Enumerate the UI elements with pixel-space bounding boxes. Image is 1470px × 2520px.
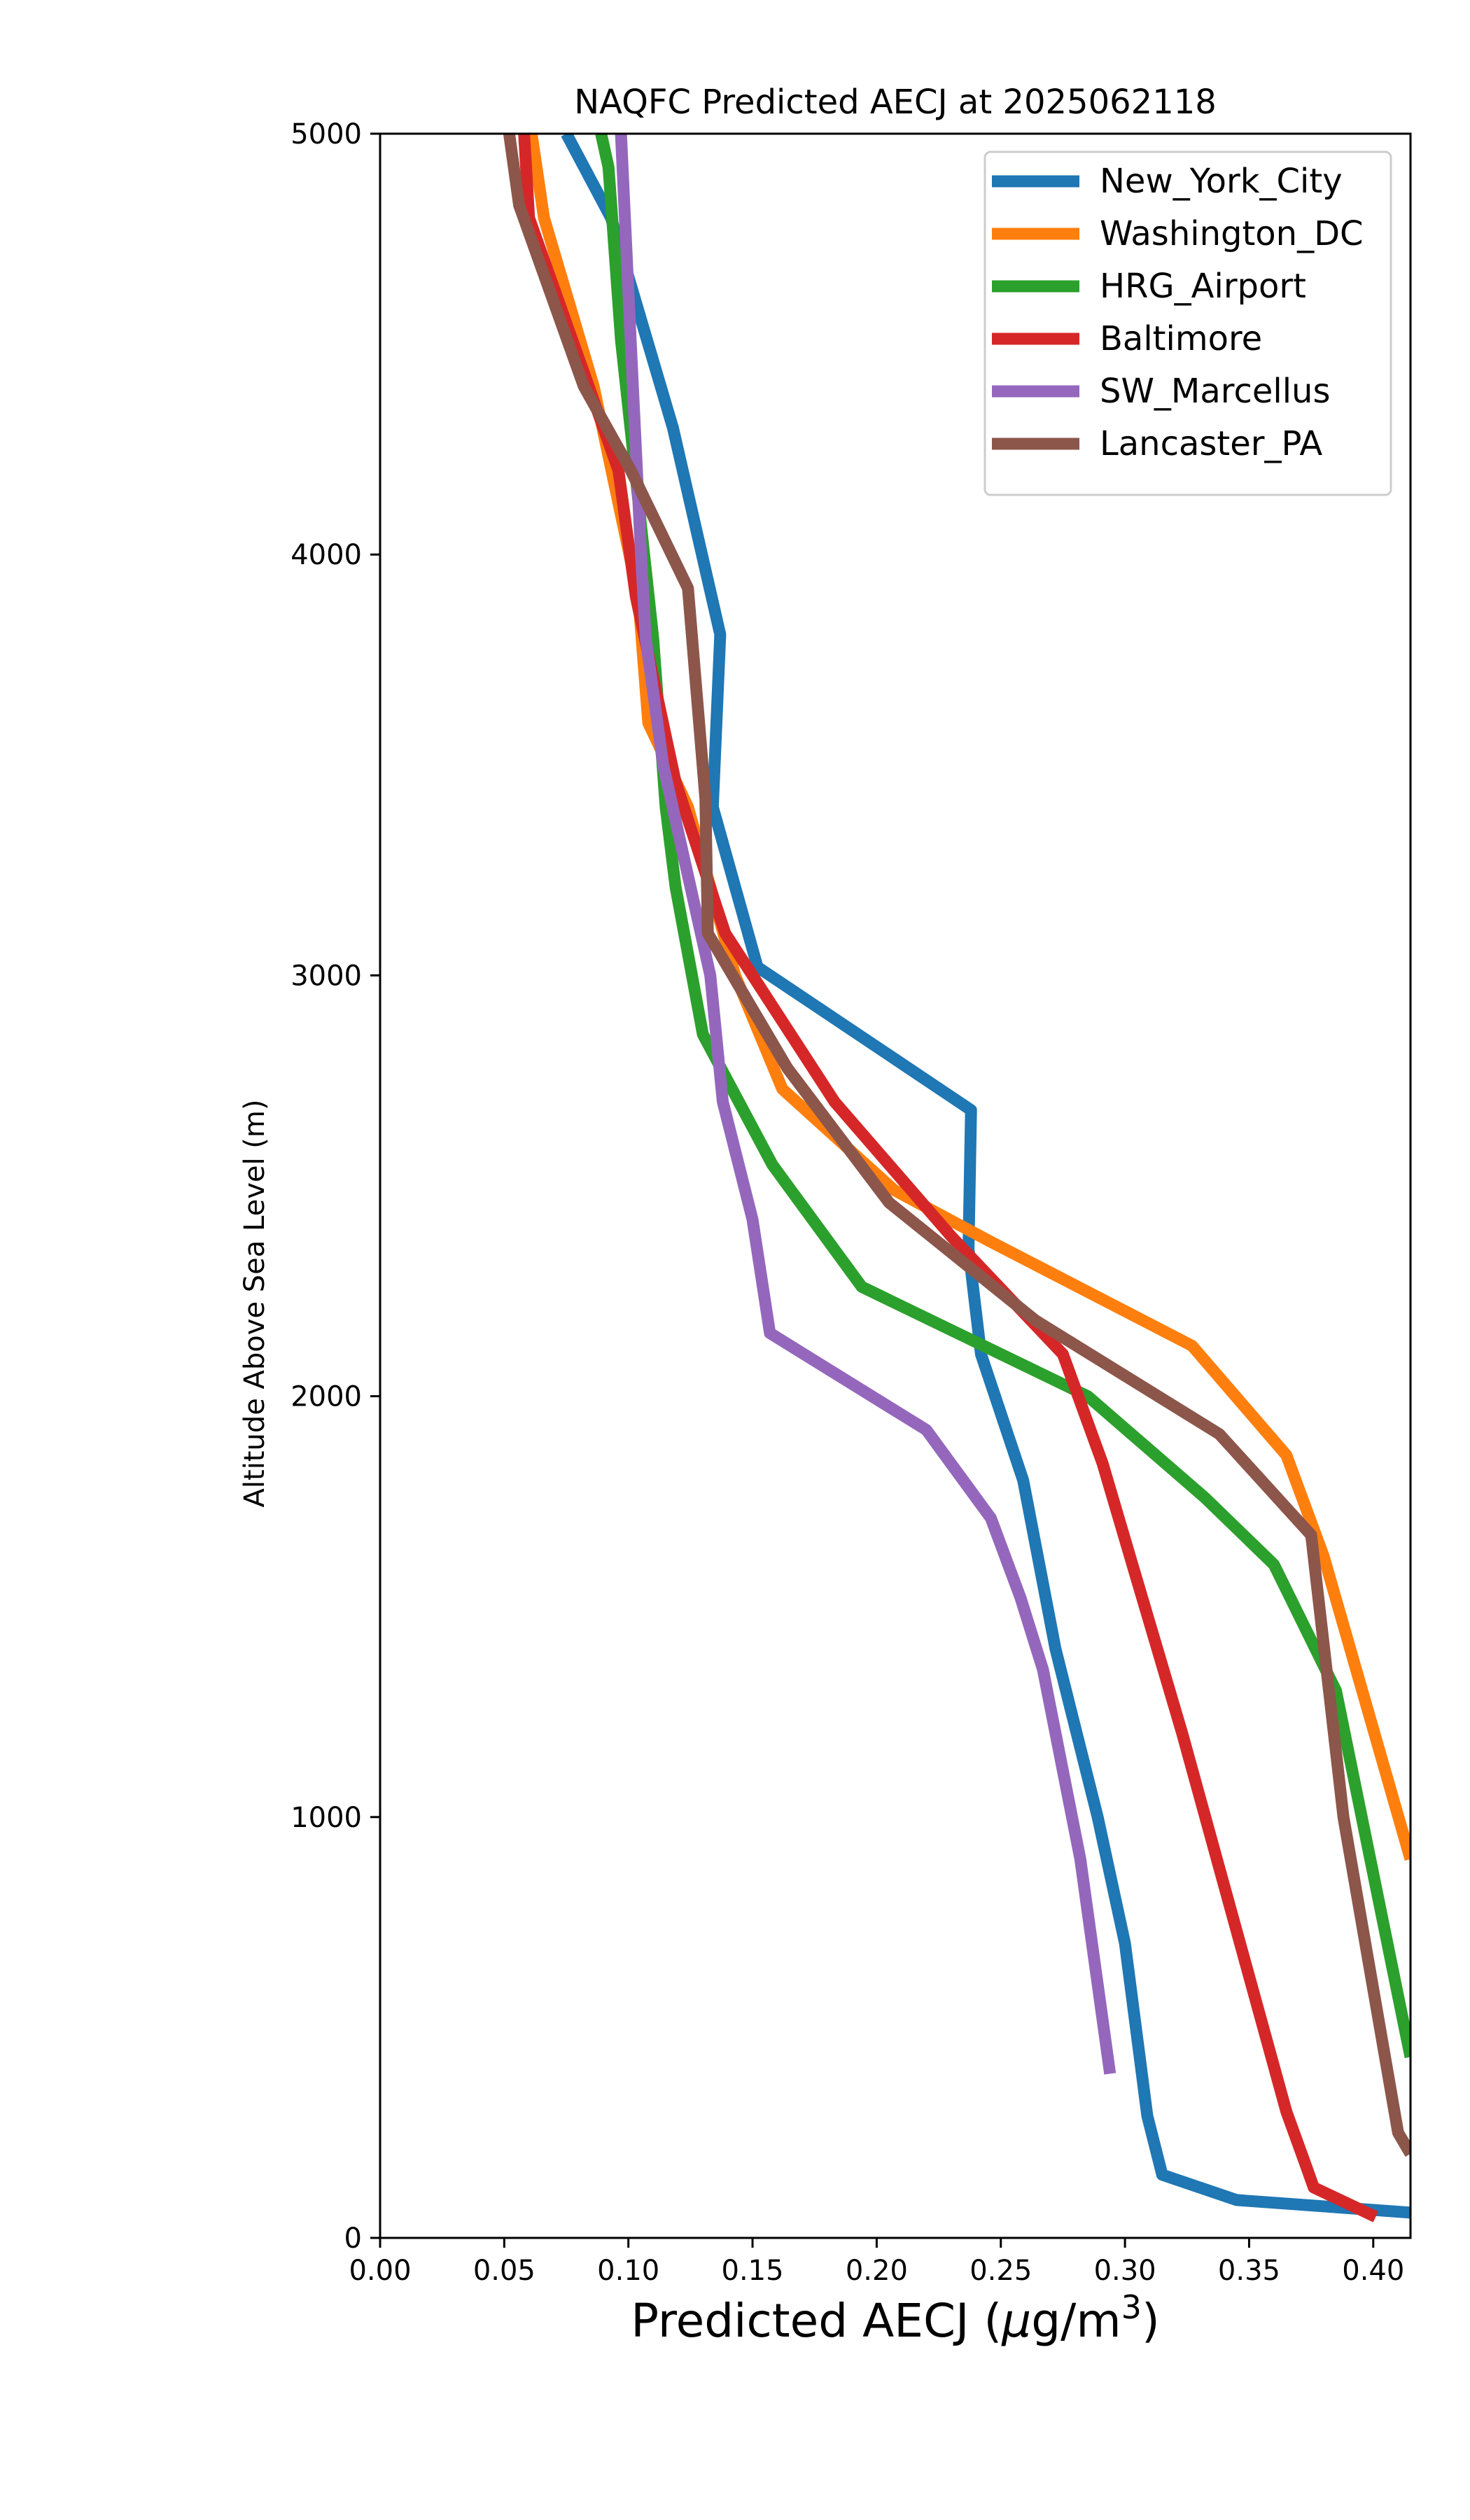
legend-label: Baltimore [1100,319,1262,358]
x-tick-label: 0.35 [1218,2255,1280,2287]
y-tick-label: 4000 [290,539,362,571]
x-tick-label: 0.40 [1342,2255,1404,2287]
legend-box [983,150,1392,496]
series-lines [503,134,1410,2222]
legend-label: Lancaster_PA [1100,424,1322,463]
y-tick-label: 3000 [290,960,362,992]
x-tick-label: 0.15 [722,2255,784,2287]
x-tick-label: 0.20 [846,2255,908,2287]
legend-label: New_York_City [1100,162,1343,201]
legend: New_York_City Washington_DC HRG_Airport Bal… [983,150,1392,496]
legend-label: SW_Marcellus [1100,372,1330,411]
chart-title: NAQFC Predicted AECJ at 2025062118 [574,83,1217,122]
y-tick-label: 5000 [290,118,362,150]
axes: 0.00 0.05 0.10 0.15 0.20 0.25 0.30 0.35 0.40 0 100… [290,118,1412,2287]
y-tick-label: 0 [344,2222,362,2255]
series-line-lancaster-pa [503,134,1410,2157]
x-tick-label: 0.10 [597,2255,659,2287]
y-tick-label: 2000 [290,1381,362,1413]
series-line-new-york-city [561,134,1410,2219]
legend-label: Washington_DC [1100,214,1364,253]
legend-label: HRG_Airport [1100,267,1306,306]
y-axis-label: Altitude Above Sea Level (m) [239,1100,271,1508]
y-tick-label: 1000 [290,1802,362,1834]
x-axis-label: Predicted AECJ (μg/m3) [631,2288,1159,2348]
series-line-hrg-airport [595,134,1410,2059]
x-tick-label: 0.05 [473,2255,536,2287]
series-line-sw-marcellus [615,134,1116,2075]
x-tick-label: 0.30 [1094,2255,1156,2287]
x-tick-label: 0.25 [969,2255,1032,2287]
x-tick-label: 0.00 [349,2255,411,2287]
plot-frame [379,132,1412,2239]
